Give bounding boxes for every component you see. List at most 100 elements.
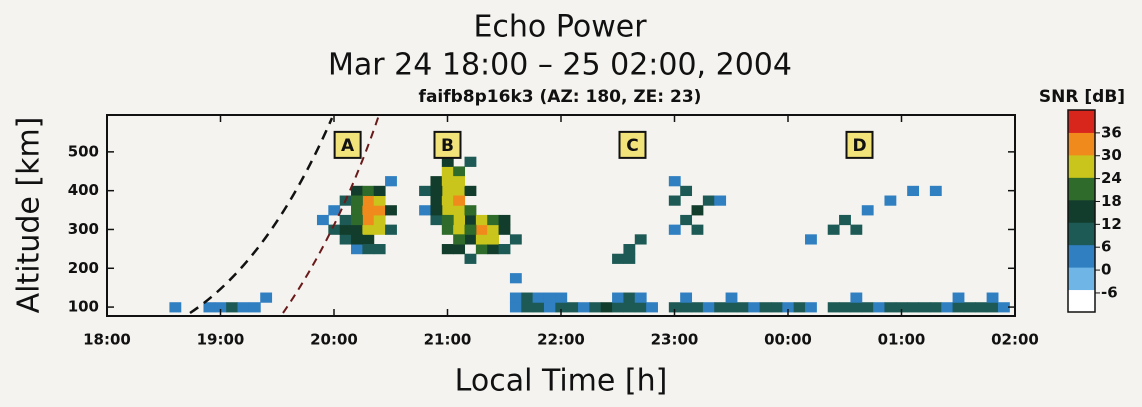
heatmap-cell: [532, 302, 545, 313]
heatmap-cell: [623, 302, 636, 313]
heatmap-cell: [464, 234, 477, 245]
heatmap-cell: [907, 185, 920, 197]
heatmap-cell: [430, 214, 443, 226]
colorbar-segment: [1068, 222, 1095, 246]
heatmap-cell: [453, 205, 466, 216]
y-tick-label: 200: [68, 259, 99, 277]
heatmap-cell: [918, 302, 931, 313]
colorbar-tick-label: 36: [1101, 123, 1122, 141]
heatmap-cell: [680, 302, 693, 313]
colorbar-segment: [1068, 267, 1095, 291]
heatmap-cell: [498, 224, 511, 235]
heatmap-cell: [634, 292, 647, 303]
x-tick-label: 00:00: [764, 331, 812, 349]
heatmap-cell: [941, 302, 954, 313]
x-tick-label: 23:00: [651, 331, 699, 349]
heatmap-cell: [441, 214, 454, 226]
heatmap-cell: [668, 176, 681, 187]
colorbar-segment: [1068, 244, 1095, 268]
heatmap-cell: [736, 302, 749, 313]
colorbar-segment: [1068, 154, 1095, 178]
heatmap-cell: [339, 214, 352, 226]
heatmap-cell: [453, 195, 466, 206]
heatmap-cell: [441, 176, 454, 187]
heatmap-cell: [453, 185, 466, 197]
annotation: A: [341, 136, 355, 156]
heatmap-cell: [373, 244, 386, 255]
heatmap-cell: [430, 176, 443, 187]
heatmap-cell: [453, 166, 466, 177]
heatmap-cell: [203, 302, 216, 313]
heatmap-cell: [453, 214, 466, 226]
heatmap-cell: [441, 224, 454, 235]
heatmap-cell: [895, 302, 908, 313]
heatmap-cell: [441, 244, 454, 255]
heatmap-cell: [487, 214, 500, 226]
heatmap-cell: [419, 185, 431, 197]
heatmap-cell: [578, 302, 590, 313]
heatmap-cell: [475, 224, 488, 235]
heatmap-cell: [952, 292, 965, 303]
heatmap-cell: [351, 214, 363, 226]
heatmap-cell: [362, 224, 375, 235]
heatmap-cells: [169, 156, 1010, 313]
heatmap-cell: [248, 302, 261, 313]
y-axis-label: Altitude [km]: [12, 117, 47, 314]
heatmap-cell: [691, 205, 704, 216]
heatmap-cell: [509, 234, 522, 245]
heatmap-cell: [850, 224, 863, 235]
chart-caption: faifb8p16k3 (AZ: 180, ZE: 23): [419, 87, 702, 107]
heatmap-cell: [441, 166, 454, 177]
dashed-curve: [189, 117, 334, 315]
heatmap-cell: [373, 224, 386, 235]
heatmap-cell: [702, 195, 715, 206]
heatmap-cell: [929, 302, 942, 313]
heatmap-cell: [850, 292, 863, 303]
heatmap-cell: [362, 205, 375, 216]
heatmap-cell: [839, 302, 851, 313]
heatmap-cell: [441, 156, 454, 167]
heatmap-cell: [782, 302, 795, 313]
heatmap-cell: [509, 273, 522, 284]
colorbar-tick-label: 18: [1101, 192, 1122, 210]
colorbar-frame: [1067, 109, 1096, 313]
heatmap-cell: [475, 244, 488, 255]
heatmap-cell: [770, 302, 783, 313]
heatmap-cell: [226, 302, 239, 313]
heatmap-cell: [475, 234, 488, 245]
x-axis-label: Local Time [h]: [455, 364, 668, 399]
heatmap-cell: [793, 302, 806, 313]
heatmap-cell: [691, 302, 704, 313]
heatmap-cell: [464, 224, 477, 235]
heatmap-cell: [362, 244, 375, 255]
heatmap-cell: [328, 205, 341, 216]
heatmap-cell: [884, 195, 897, 206]
heatmap-cell: [634, 302, 647, 313]
heatmap-cell: [748, 302, 761, 313]
heatmap-cell: [612, 292, 624, 303]
annotation: D: [852, 136, 866, 156]
heatmap-cell: [441, 195, 454, 206]
heatmap-cell: [373, 185, 386, 197]
chart-subtitle: Mar 24 18:00 – 25 02:00, 2004: [328, 48, 792, 83]
heatmap-cell: [498, 214, 511, 226]
heatmap-cell: [214, 302, 227, 313]
heatmap-cell: [975, 302, 988, 313]
heatmap-cell: [441, 185, 454, 197]
heatmap-cell: [419, 205, 431, 216]
colorbar-tick-label: 0: [1101, 261, 1111, 279]
heatmap-cell: [351, 224, 363, 235]
heatmap-cell: [260, 292, 273, 303]
x-tick-label: 01:00: [878, 331, 926, 349]
heatmap-cell: [430, 185, 443, 197]
heatmap-cell: [986, 292, 999, 303]
heatmap-cell: [612, 302, 624, 313]
x-tick-label: 19:00: [197, 331, 245, 349]
y-tick-label: 500: [68, 142, 99, 160]
heatmap-cell: [373, 195, 386, 206]
heatmap-cell: [714, 195, 727, 206]
x-tick-label: 22:00: [537, 331, 585, 349]
colorbar-tick-label: 30: [1101, 146, 1122, 164]
colorbar-label: SNR [dB]: [1039, 87, 1125, 107]
